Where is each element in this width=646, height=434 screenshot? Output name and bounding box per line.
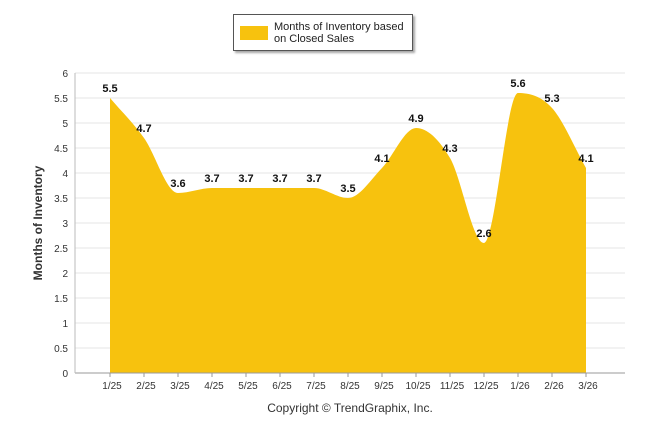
data-label: 3.7 [272, 173, 287, 185]
x-tick-label: 1/26 [510, 381, 530, 392]
y-tick-label: 0.5 [54, 344, 68, 355]
x-tick-label: 12/25 [473, 381, 498, 392]
x-tick-label: 8/25 [340, 381, 360, 392]
data-label: 5.3 [544, 93, 559, 105]
axes [74, 73, 625, 377]
x-tick-label: 2/26 [544, 381, 564, 392]
x-tick-label: 3/26 [578, 381, 598, 392]
x-tick-label: 6/25 [272, 381, 292, 392]
x-tick-label: 1/25 [102, 381, 122, 392]
y-tick-label: 2.5 [54, 244, 68, 255]
series-area [110, 93, 586, 373]
y-tick-label: 5 [62, 119, 68, 130]
y-axis-title: Months of Inventory [31, 165, 45, 280]
y-tick-label: 4 [62, 169, 68, 180]
data-label: 4.1 [374, 153, 389, 165]
x-tick-label: 11/25 [440, 381, 465, 392]
y-tick-label: 4.5 [54, 144, 68, 155]
x-tick-label: 5/25 [238, 381, 258, 392]
data-label: 3.7 [238, 173, 253, 185]
series-area-layer [110, 93, 586, 373]
data-label: 3.6 [170, 178, 185, 190]
x-tick-label: 10/25 [405, 381, 430, 392]
x-tick-labels: 1/25 2/25 3/25 4/25 5/25 6/25 7/25 8/25 9/25 10/2… [102, 381, 598, 392]
y-tick-labels: 0 0.5 1 1.5 2 2.5 3 3.5 4 4.5 5 5.5 6 [54, 69, 68, 380]
y-tick-label: 2 [62, 269, 68, 280]
data-label: 5.6 [510, 78, 525, 90]
data-label: 5.5 [102, 83, 117, 95]
copyright-text: Copyright © TrendGraphix, Inc. [267, 401, 433, 415]
legend[interactable]: Months of Inventory based on Closed Sale… [233, 14, 413, 51]
y-tick-label: 6 [62, 69, 68, 80]
x-tick-label: 2/25 [136, 381, 156, 392]
x-tick-label: 7/25 [306, 381, 326, 392]
x-tick-label: 3/25 [170, 381, 190, 392]
data-labels: 5.5 4.7 3.6 3.7 3.7 3.7 3.7 3.5 4.1 4.9 4.3 2.6 5.6 5… [102, 78, 593, 240]
y-tick-label: 1 [62, 319, 68, 330]
y-tick-label: 0 [62, 369, 68, 380]
y-tick-label: 3.5 [54, 194, 68, 205]
data-label: 4.9 [408, 113, 423, 125]
x-tick-label: 4/25 [204, 381, 224, 392]
legend-label: Months of Inventory based on Closed Sale… [274, 20, 404, 45]
data-label: 3.5 [340, 183, 355, 195]
data-label: 2.6 [476, 228, 491, 240]
data-label: 4.3 [442, 143, 457, 155]
legend-swatch [240, 25, 268, 40]
data-label: 3.7 [204, 173, 219, 185]
data-label: 3.7 [306, 173, 321, 185]
data-label: 4.1 [578, 153, 593, 165]
data-label: 4.7 [136, 123, 151, 135]
y-tick-label: 1.5 [54, 294, 68, 305]
y-tick-label: 3 [62, 219, 68, 230]
y-tick-label: 5.5 [54, 94, 68, 105]
x-tick-label: 9/25 [374, 381, 394, 392]
